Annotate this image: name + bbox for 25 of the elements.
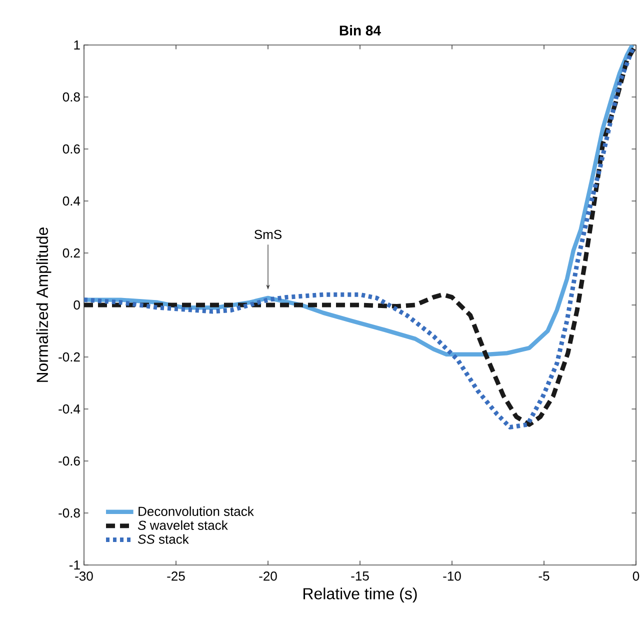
y-tick-label: 0.8 — [62, 92, 80, 102]
y-tick-label: 0.2 — [62, 248, 80, 258]
y-tick-label: -0.8 — [58, 508, 80, 518]
y-tick-label: 1 — [74, 40, 80, 50]
x-tick-label: -30 — [75, 572, 93, 581]
x-tick-label: -5 — [538, 572, 550, 581]
y-tick-label: -0.6 — [58, 456, 80, 466]
x-tick-label: -20 — [259, 572, 277, 581]
y-tick-label: 0.4 — [62, 196, 80, 206]
y-tick-label: -0.4 — [58, 404, 80, 414]
x-tick-label: -10 — [443, 572, 461, 581]
y-tick-label: 0 — [74, 300, 80, 310]
legend-label: Deconvolution stack — [138, 506, 254, 516]
legend-label: S wavelet stack — [138, 520, 228, 530]
chart-title: Bin 84 — [340, 25, 381, 36]
x-tick-label: -25 — [167, 572, 185, 581]
x-axis-title: Relative time (s) — [304, 588, 417, 603]
y-axis-title: Normalized Amplitude — [36, 228, 52, 382]
annotation: SmS — [254, 230, 282, 240]
legend-label: SS stack — [138, 534, 189, 544]
y-tick-label: 0.6 — [62, 144, 80, 154]
x-tick-label: -15 — [351, 572, 369, 581]
y-tick-label: -0.2 — [58, 352, 80, 362]
y-tick-label: -1 — [69, 560, 80, 570]
x-tick-label: 0 — [632, 572, 640, 581]
